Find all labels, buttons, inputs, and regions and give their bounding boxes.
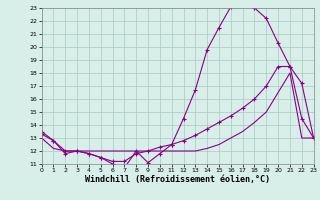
- X-axis label: Windchill (Refroidissement éolien,°C): Windchill (Refroidissement éolien,°C): [85, 175, 270, 184]
